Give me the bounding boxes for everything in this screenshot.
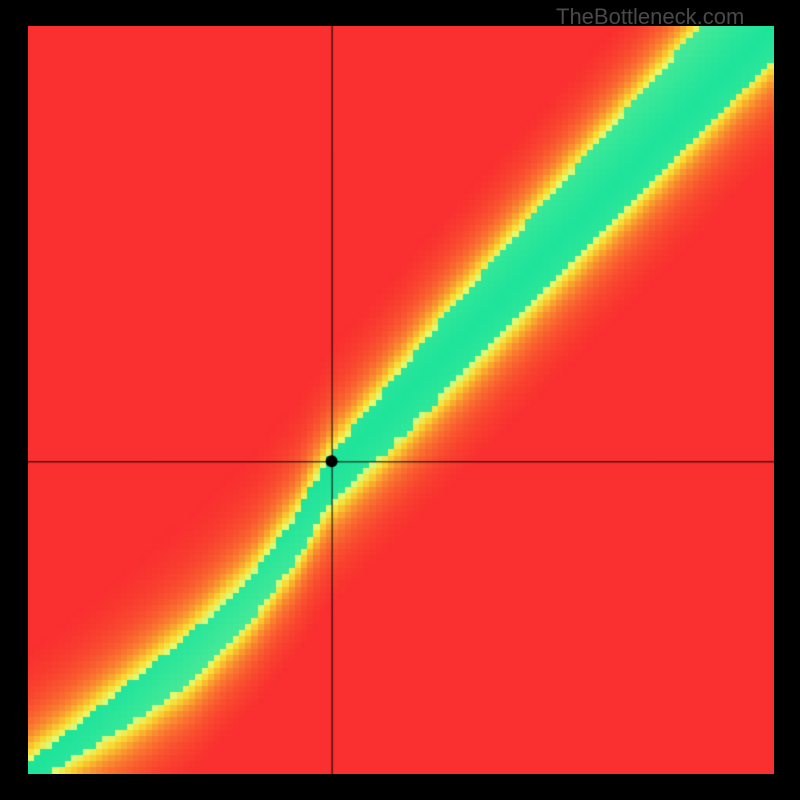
heatmap-canvas — [28, 26, 774, 774]
watermark-text: TheBottleneck.com — [556, 4, 744, 30]
heatmap-plot-area — [28, 26, 774, 779]
